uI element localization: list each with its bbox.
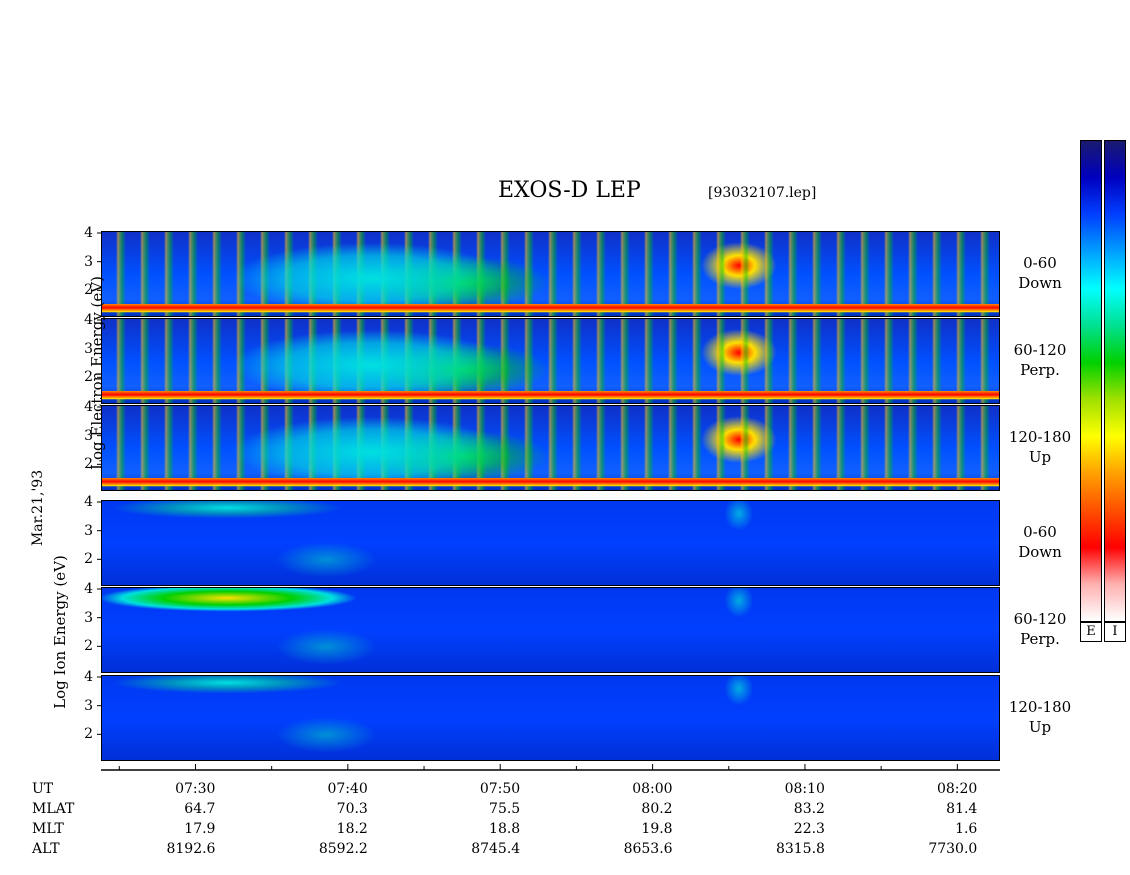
ion-colorbar: [1104, 140, 1126, 622]
y-tick-label: 2: [84, 456, 93, 473]
spectrogram-ion-2: [101, 675, 1000, 761]
pitch-label: 120-180 Up: [1000, 427, 1080, 467]
spectrogram-ion-0: [101, 500, 1000, 586]
pitch-direction: Perp.: [1020, 630, 1060, 648]
spectrogram-electron-1: [101, 318, 1000, 404]
ion-colorbar-label: I: [1104, 622, 1126, 642]
pitch-range: 0-60: [1023, 254, 1057, 272]
ephemeris-label: ALT: [32, 841, 60, 857]
ephemeris-value: 07:40: [327, 781, 368, 797]
y-tick-label: 2: [84, 282, 93, 299]
ephemeris-value: 81.4: [946, 801, 978, 817]
ephemeris-label: MLT: [32, 821, 64, 837]
ephemeris-value: 1.6: [955, 821, 978, 837]
pitch-label: 120-180 Up: [1000, 697, 1080, 737]
pitch-range: 120-180: [1008, 698, 1072, 716]
y-tick-label: 3: [84, 522, 93, 539]
ephemeris-value: 64.7: [184, 801, 216, 817]
ephemeris-value: 08:10: [784, 781, 825, 797]
pitch-direction: Perp.: [1020, 361, 1060, 379]
y-tick-label: 4: [84, 581, 93, 597]
pitch-direction: Up: [1028, 448, 1052, 466]
y-tick-label: 3: [84, 340, 93, 357]
ephemeris-value: 07:50: [479, 781, 521, 797]
pitch-direction: Down: [1018, 274, 1062, 292]
page-title: EXOS-D LEP: [498, 178, 641, 203]
electron-ylabel: Log Electron Energy (eV): [88, 276, 106, 470]
ephemeris-value: 7730.0: [928, 841, 978, 857]
pitch-label: 0-60 Down: [1000, 253, 1080, 293]
electron-colorbar-label: E: [1080, 622, 1102, 642]
y-tick-label: 3: [84, 609, 93, 626]
ephemeris-value: 8315.8: [775, 841, 825, 857]
y-tick-label: 3: [84, 427, 93, 444]
y-tick-label: 2: [84, 726, 93, 743]
spectrogram-ion-1: [101, 587, 1000, 673]
y-tick-label: 4: [84, 225, 93, 241]
pitch-label: 60-120 Perp.: [1000, 340, 1080, 380]
y-tick-label: 4: [84, 399, 93, 415]
ephemeris-value: 08:00: [632, 781, 673, 797]
pitch-direction: Down: [1018, 543, 1062, 561]
y-tick-label: 3: [84, 697, 93, 714]
ephemeris-value: 8592.2: [318, 841, 368, 857]
ephemeris-value: 18.2: [336, 821, 368, 837]
y-tick-label: 2: [84, 638, 93, 655]
y-tick-label: 4: [84, 312, 93, 328]
ephemeris-value: 07:30: [175, 781, 216, 797]
pitch-label: 60-120 Perp.: [1000, 609, 1080, 649]
pitch-direction: Up: [1028, 718, 1052, 736]
ephemeris-value: 75.5: [489, 801, 521, 817]
ephemeris-value: 19.8: [641, 821, 673, 837]
file-name: [93032107.lep]: [708, 185, 817, 201]
pitch-range: 60-120: [1013, 341, 1067, 359]
spectrogram-electron-0: [101, 231, 1000, 317]
ephemeris-value: 83.2: [793, 801, 825, 817]
ephemeris-label: UT: [32, 781, 54, 797]
ephemeris-value: 8192.6: [166, 841, 216, 857]
pitch-range: 0-60: [1023, 523, 1057, 541]
y-tick-label: 2: [84, 369, 93, 386]
ephemeris-value: 70.3: [336, 801, 368, 817]
ephemeris-value: 17.9: [184, 821, 216, 837]
ephemeris-label: MLAT: [32, 801, 75, 817]
date-label: Mar.21,'93: [30, 469, 46, 547]
y-tick-label: 4: [84, 669, 93, 685]
pitch-range: 120-180: [1008, 428, 1072, 446]
ephemeris-value: 22.3: [793, 821, 825, 837]
ephemeris-value: 18.8: [489, 821, 521, 837]
electron-colorbar: [1080, 140, 1102, 622]
pitch-range: 60-120: [1013, 610, 1067, 628]
y-tick-label: 2: [84, 551, 93, 568]
ephemeris-value: 8745.4: [471, 841, 521, 857]
y-tick-label: 4: [84, 494, 93, 510]
ion-ylabel: Log Ion Energy (eV): [51, 555, 69, 709]
ephemeris-value: 08:20: [936, 781, 978, 797]
y-tick-label: 3: [84, 253, 93, 270]
spectrogram-electron-2: [101, 405, 1000, 491]
ephemeris-value: 80.2: [641, 801, 673, 817]
ephemeris-value: 8653.6: [623, 841, 673, 857]
pitch-label: 0-60 Down: [1000, 522, 1080, 562]
